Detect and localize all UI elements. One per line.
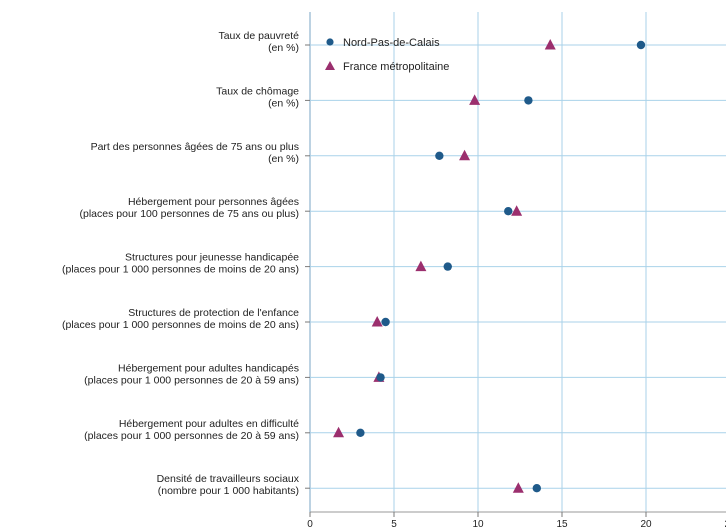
france-metropolitaine-point (469, 94, 481, 105)
category-label-line: Densité de travailleurs sociaux (157, 473, 300, 485)
category-label-line: Hébergement pour personnes âgées (128, 196, 299, 208)
nord-pas-de-calais-point (504, 207, 513, 216)
x-tick-label: 15 (556, 519, 568, 530)
category-label-line: Part des personnes âgées de 75 ans ou pl… (91, 141, 299, 153)
nord-pas-de-calais-point (435, 151, 444, 160)
data-marks (333, 39, 646, 493)
nord-pas-de-calais-point (381, 317, 390, 327)
france-metropolitaine-point (333, 426, 345, 438)
category-label: Hébergement pour personnes âgées (places … (80, 196, 299, 220)
category-label: Taux de chômage (en %) (216, 85, 299, 109)
france-metropolitaine-point (459, 149, 471, 161)
category-label: Taux de pauvreté (en %) (218, 30, 299, 54)
nord-pas-de-calais-point (376, 373, 385, 382)
category-labels: Taux de pauvreté (en %)Taux de chômage (en… (62, 30, 300, 497)
category-label-subline: (places pour 1 000 personnes de moins de… (62, 264, 299, 276)
category-label: Densité de travailleurs sociaux (nombre p… (157, 473, 300, 497)
category-label: Structures pour jeunesse handicapée (plac… (62, 252, 299, 276)
category-label-line: Taux de chômage (216, 85, 299, 97)
x-tick-label: 0 (307, 519, 313, 530)
legend-label: Nord-Pas-de-Calais (343, 37, 440, 49)
nord-pas-de-calais-point (636, 40, 646, 50)
category-label: Hébergement pour adultes handicapés (plac… (84, 362, 299, 386)
nord-pas-de-calais-point (443, 262, 452, 271)
legend-label: France métropolitaine (343, 61, 449, 73)
category-label-subline: (places pour 100 personnes de 75 ans ou … (80, 208, 299, 220)
x-axis-ticks: 0 5 10 15 20 25 (307, 512, 726, 530)
category-label-subline: (en %) (268, 42, 299, 54)
category-label: Part des personnes âgées de 75 ans ou pl… (91, 141, 299, 165)
category-label-line: Hébergement pour adultes handicapés (118, 362, 299, 374)
nord-pas-de-calais-point (356, 428, 365, 437)
legend-marker-nord (326, 38, 334, 46)
category-label-subline: (places pour 1 000 personnes de moins de… (62, 319, 299, 331)
category-label-subline: (places pour 1 000 personnes de 20 à 59 … (84, 430, 299, 442)
x-tick-label: 20 (640, 519, 652, 530)
france-metropolitaine-point (415, 260, 427, 272)
legend-marker-france (325, 61, 335, 70)
grid-lines (305, 12, 726, 513)
x-tick-label: 10 (472, 519, 484, 530)
nord-pas-de-calais-point (524, 96, 533, 105)
category-label-line: Structures pour jeunesse handicapée (125, 252, 299, 264)
france-metropolitaine-point (371, 316, 383, 327)
france-metropolitaine-point (511, 205, 523, 216)
nord-pas-de-calais-point (532, 484, 541, 493)
france-metropolitaine-point (512, 482, 524, 493)
x-tick-label: 25 (724, 519, 726, 530)
category-label-line: Hébergement pour adultes en difficulté (119, 418, 299, 430)
legend: Nord-Pas-de-Calais France métropolitaine (325, 37, 449, 73)
category-label-line: Taux de pauvreté (218, 30, 299, 42)
france-metropolitaine-point (544, 39, 556, 50)
category-label-subline: (places pour 1 000 personnes de 20 à 59 … (84, 374, 299, 386)
category-label-subline: (en %) (268, 153, 299, 165)
category-label: Structures de protection de l'enfance (pl… (62, 307, 299, 331)
category-label-line: Structures de protection de l'enfance (128, 307, 299, 319)
category-label-subline: (nombre pour 1 000 habitants) (158, 485, 299, 497)
category-label-subline: (en %) (268, 97, 299, 109)
category-label: Hébergement pour adultes en difficulté (p… (84, 418, 299, 442)
x-tick-label: 5 (391, 519, 397, 530)
